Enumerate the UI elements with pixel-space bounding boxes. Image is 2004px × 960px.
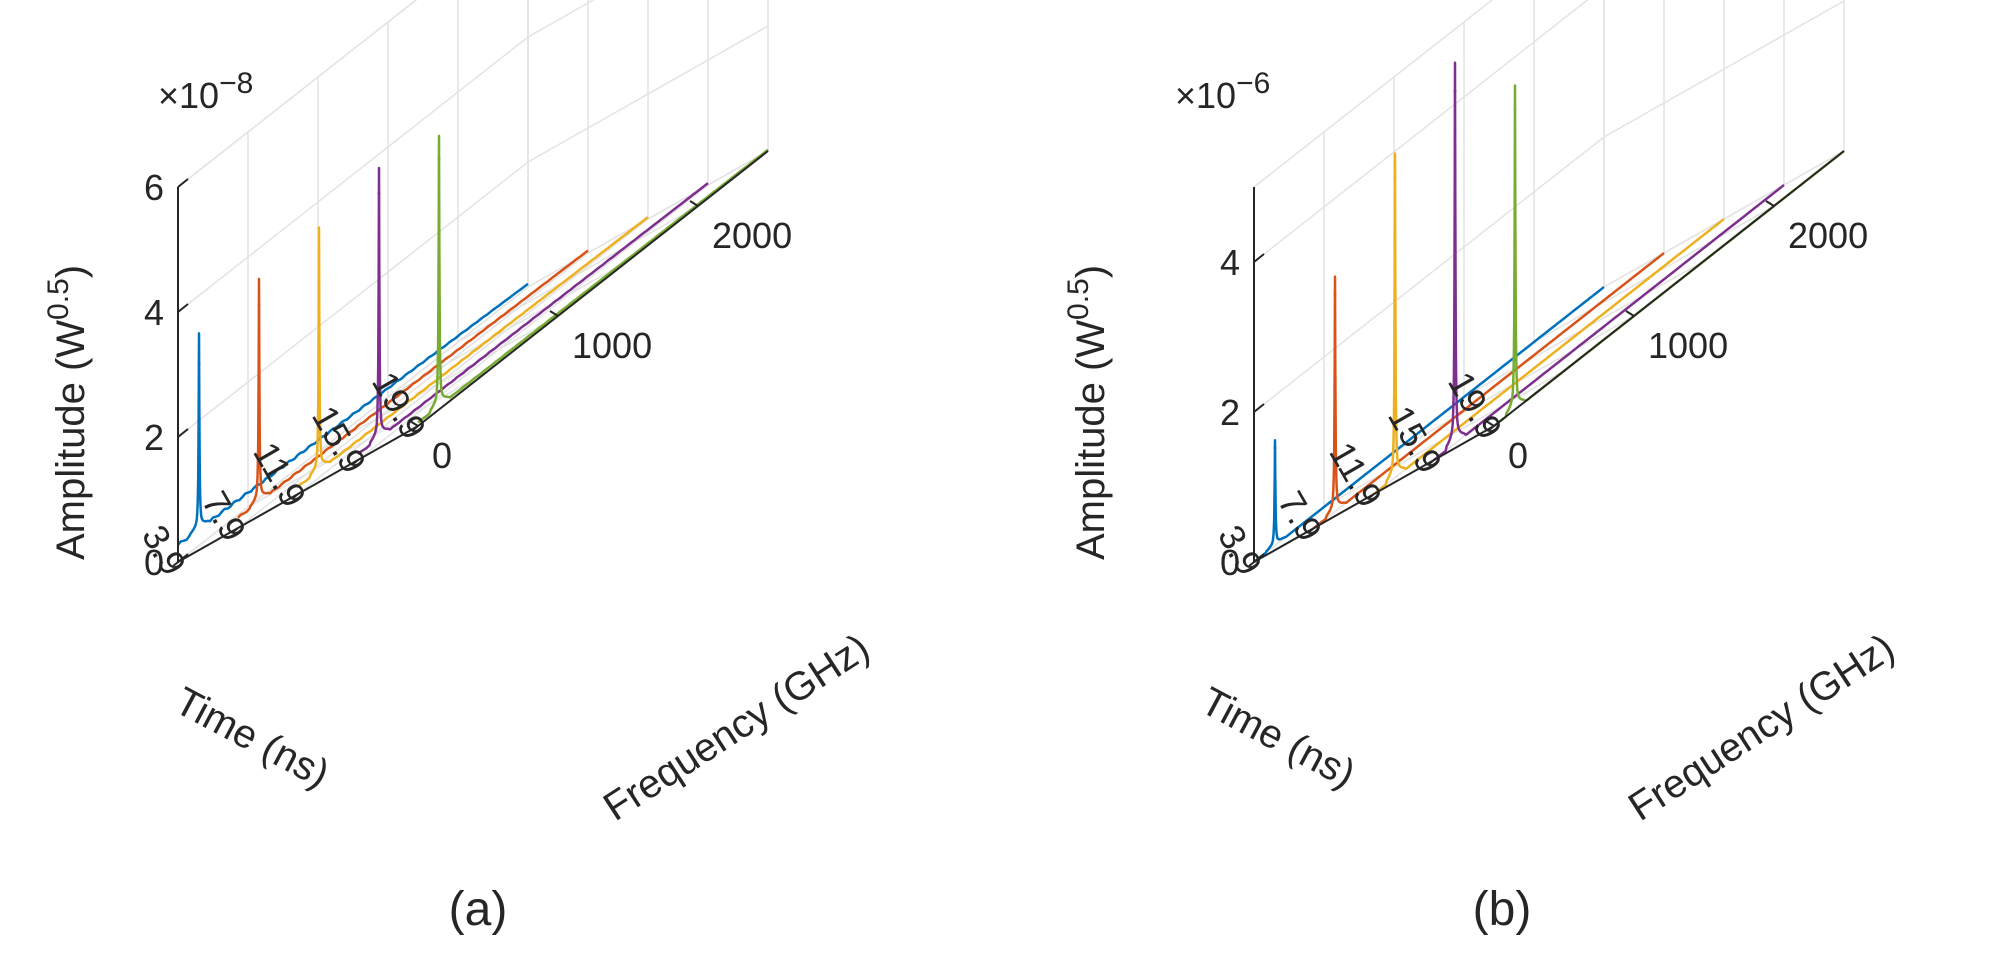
panel-b-zlabel: Amplitude (W0.5) — [1062, 265, 1113, 560]
frequency-tick-label: 0 — [432, 435, 452, 476]
amplitude-tick — [1253, 253, 1265, 263]
amplitude-tick — [177, 178, 189, 188]
series-peak — [257, 303, 261, 307]
amplitude-tick — [177, 428, 189, 438]
grid-line — [177, 0, 595, 313]
panel-a-series — [177, 134, 769, 546]
frequency-tick — [1765, 200, 1775, 207]
frequency-tick — [1625, 310, 1635, 317]
series-peak — [1393, 176, 1397, 179]
time-tick — [351, 459, 359, 466]
series-line — [1373, 152, 1725, 495]
series-line — [357, 166, 709, 456]
frequency-tick — [409, 420, 419, 427]
frequency-tick-label: 2000 — [1788, 215, 1868, 256]
series-peak — [1273, 446, 1277, 450]
time-tick — [1367, 493, 1375, 500]
frequency-tick — [689, 200, 699, 207]
amplitude-tick-label: 4 — [1220, 242, 1240, 283]
frequency-axis — [417, 150, 769, 427]
frequency-axis — [1493, 150, 1845, 427]
grid-line — [1253, 0, 1845, 413]
panel-b-series — [1253, 61, 1845, 563]
frequency-tick — [549, 310, 559, 317]
time-tick — [1247, 561, 1255, 568]
frequency-tick-label: 0 — [1508, 435, 1528, 476]
panel-a-multiplier: ×10−8 — [158, 67, 253, 116]
amplitude-tick-label: 2 — [1220, 392, 1240, 433]
panel-b-label: (b) — [1473, 883, 1532, 936]
grid-line — [177, 0, 418, 188]
series-line — [1313, 252, 1665, 529]
amplitude-tick-label: 4 — [144, 292, 164, 333]
grid-line — [1253, 0, 1494, 188]
amplitude-tick-label: 2 — [144, 417, 164, 458]
panel-b-xlabel: Time (ns) — [1194, 679, 1362, 796]
panel-a-label: (a) — [449, 883, 508, 936]
time-tick — [171, 561, 179, 568]
frequency-tick-label: 1000 — [1648, 325, 1728, 366]
panel-a-zlabel-close: ) — [49, 265, 93, 278]
panel-a-zlabel: Amplitude (W0.5) — [42, 265, 93, 560]
grid-line — [357, 184, 709, 461]
frequency-tick-label: 1000 — [572, 325, 652, 366]
panel-a-axes — [171, 150, 769, 568]
time-tick — [231, 527, 239, 534]
panel-a-zlabel-main: Amplitude (W — [49, 320, 93, 560]
series-peak — [317, 251, 321, 254]
frequency-tick-label: 2000 — [712, 215, 792, 256]
series-peak — [377, 192, 381, 195]
amplitude-tick — [1253, 553, 1265, 563]
series-line — [237, 249, 589, 519]
time-tick — [291, 493, 299, 500]
series-peak — [197, 362, 201, 366]
grid-line — [177, 25, 769, 438]
series-line — [297, 216, 649, 488]
panel-b-multiplier: ×10−6 — [1175, 67, 1270, 116]
panel-a-zlabel-sup: 0.5 — [42, 278, 75, 320]
frequency-tick — [1485, 420, 1495, 427]
grid-line — [177, 286, 529, 563]
panel-b-multiplier-exponent: −6 — [1236, 67, 1270, 100]
panel-b-zlabel-main: Amplitude (W — [1069, 320, 1113, 560]
series-line — [177, 282, 529, 546]
amplitude-tick — [1253, 403, 1265, 413]
panel-b-multiplier-base: ×10 — [1175, 75, 1236, 116]
panel-a-multiplier-base: ×10 — [158, 75, 219, 116]
series-peak — [437, 158, 441, 161]
panel-b-axes — [1247, 150, 1845, 568]
time-tick — [1427, 459, 1435, 466]
amplitude-tick — [177, 553, 189, 563]
panel-b-ylabel: Frequency (GHz) — [1621, 626, 1902, 830]
series-peak — [1333, 292, 1337, 296]
series-line — [1253, 286, 1605, 563]
grid-line — [237, 252, 589, 529]
panel-b-zlabel-sup: 0.5 — [1062, 278, 1095, 320]
amplitude-tick-label: 0 — [1220, 542, 1240, 583]
series-peak — [1453, 89, 1457, 93]
panel-a-ylabel: Frequency (GHz) — [596, 626, 877, 830]
amplitude-tick-label: 6 — [144, 167, 164, 208]
panel-b-zlabel-close: ) — [1069, 265, 1113, 278]
amplitude-tick-label: 0 — [144, 542, 164, 583]
time-tick — [1487, 425, 1495, 432]
panel-a-multiplier-exponent: −8 — [219, 67, 253, 100]
time-tick — [411, 425, 419, 432]
time-tick — [1307, 527, 1315, 534]
series-line — [1433, 61, 1785, 461]
grid-line — [177, 0, 418, 188]
series-peak — [1513, 108, 1517, 111]
panel-a-xlabel: Time (ns) — [168, 679, 336, 796]
grid-line — [1253, 0, 1589, 263]
grid-line — [297, 218, 649, 495]
amplitude-tick — [177, 303, 189, 313]
series-line — [417, 134, 769, 424]
